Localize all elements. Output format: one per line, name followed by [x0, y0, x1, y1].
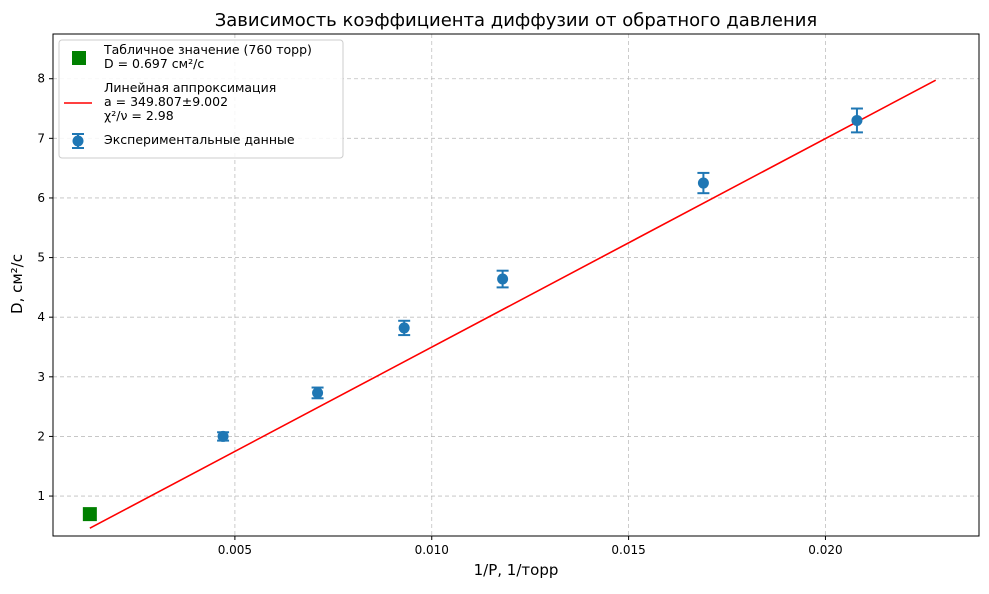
data-point	[217, 430, 229, 442]
x-tick-label: 0.015	[611, 543, 645, 557]
y-tick-label: 7	[37, 131, 45, 145]
reference-point	[82, 507, 97, 522]
fit-line	[89, 79, 937, 529]
y-tick-label: 3	[37, 370, 45, 384]
x-tick-label: 0.005	[218, 543, 252, 557]
data-point	[312, 387, 324, 399]
legend-text: Линейная аппроксимация	[104, 80, 276, 95]
legend-box	[58, 39, 344, 159]
legend: Табличное значение (760 торр)D = 0.697 с…	[58, 39, 344, 159]
y-tick-label: 2	[37, 429, 45, 443]
legend-marker-point	[72, 135, 84, 147]
data-point	[851, 114, 863, 126]
y-tick-label: 5	[37, 251, 45, 265]
x-tick-label: 0.010	[415, 543, 449, 557]
y-tick-label: 1	[37, 489, 45, 503]
x-tick-label: 0.020	[808, 543, 842, 557]
chart-title: Зависимость коэффициента диффузии от обр…	[215, 10, 818, 31]
y-tick-label: 8	[37, 72, 45, 86]
ticks-layer: 0.005 0.010 0.015 0.020 1 2 3 4 5 6 7 8	[37, 72, 842, 557]
data-point	[398, 322, 410, 334]
y-axis-label: D, см²/с	[8, 254, 26, 314]
legend-text: D = 0.697 см²/с	[104, 56, 204, 71]
y-tick-label: 6	[37, 191, 45, 205]
data-point	[497, 273, 509, 285]
legend-text: χ²/ν = 2.98	[104, 108, 174, 123]
legend-marker-square	[72, 51, 86, 65]
legend-text: Экспериментальные данные	[104, 132, 295, 147]
data-point	[697, 177, 709, 189]
legend-text: Табличное значение (760 торр)	[103, 42, 312, 57]
data-layer	[82, 79, 937, 529]
legend-text: a = 349.807±9.002	[104, 94, 228, 109]
x-axis-label: 1/P, 1/торр	[474, 561, 559, 579]
y-tick-label: 4	[37, 310, 45, 324]
plot-frame	[52, 33, 980, 537]
